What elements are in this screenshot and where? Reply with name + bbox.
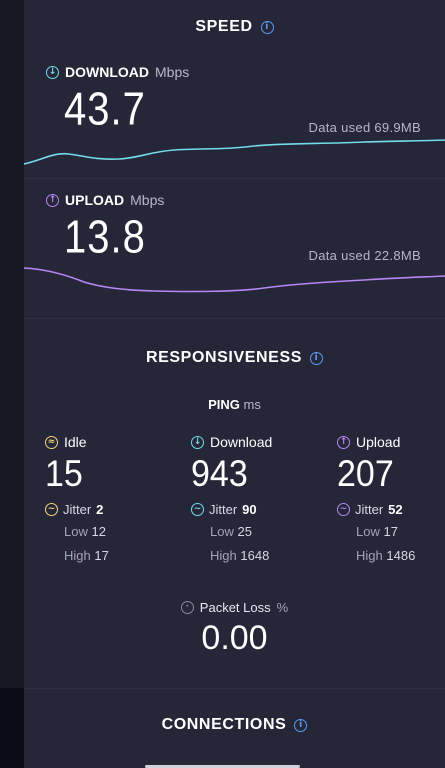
speed-section-divider [24,318,445,319]
upload-data-used: Data used 22.8MB [308,248,421,263]
left-dark-block [0,688,24,768]
connections-section-title: CONNECTIONS i [24,716,445,734]
packet-loss-label: Packet Loss [199,600,271,615]
download-label: ↓ DOWNLOAD Mbps [46,64,189,80]
speed-section-title: SPEED i [24,18,445,36]
idle-jitter-value: 2 [96,501,104,517]
upload-ping-label: Upload [356,434,401,450]
upload-low-value: 17 [383,524,398,539]
home-indicator [145,765,300,768]
download-high-value: 1648 [240,548,270,563]
upload-jitter-value: 52 [388,501,403,517]
download-low-value: 25 [237,524,252,539]
idle-ping-value: 15 [45,453,83,495]
left-background-strip [0,0,24,768]
upload-label: ↑ UPLOAD Mbps [46,192,164,208]
ping-upload-column: ↑ Upload 207 ~ Jitter 52 Low 17 High 1486 [337,433,445,566]
upload-high-value: 1486 [386,548,416,563]
responsiveness-info-icon[interactable]: i [310,352,323,365]
download-ping-value: 943 [191,453,248,495]
jitter-icon: ~ [191,502,204,516]
upload-icon: ↑ [337,435,350,449]
connections-info-icon[interactable]: i [294,719,308,732]
idle-high-value: 17 [94,548,109,563]
idle-low-value: 12 [91,524,106,539]
upload-speed-graph [24,267,445,293]
download-ping-label: Download [210,434,273,450]
packet-loss-icon: · [180,601,194,614]
download-speed-graph [24,139,445,165]
packet-loss: · Packet Loss% 0.00 [24,600,445,658]
download-speed-value: 43.7 [64,84,146,135]
ping-title: PING ms [208,397,261,412]
download-data-used: Data used 69.9MB [308,120,421,135]
jitter-icon: ~ [45,502,58,516]
responsiveness-section-title: RESPONSIVENESS i [24,349,445,367]
ping-download-column: ↓ Download 943 ~ Jitter 90 Low 25 High 1648 [191,433,321,566]
results-panel [24,0,445,768]
upload-arrow-icon: ↑ [46,193,59,207]
upload-speed-value: 13.8 [64,212,146,263]
responsiveness-section-divider [24,688,445,689]
jitter-icon: ~ [337,502,350,516]
speed-divider [24,178,445,179]
idle-icon: ≈ [45,435,58,449]
download-jitter-value: 90 [242,501,257,517]
ping-idle-column: ≈ Idle 15 ~ Jitter 2 Low 12 High 17 [45,433,175,566]
packet-loss-value: 0.00 [201,619,268,657]
download-icon: ↓ [191,435,204,449]
download-arrow-icon: ↓ [46,65,59,79]
idle-label: Idle [64,434,87,450]
upload-ping-value: 207 [337,453,394,495]
speed-info-icon[interactable]: i [260,21,274,34]
